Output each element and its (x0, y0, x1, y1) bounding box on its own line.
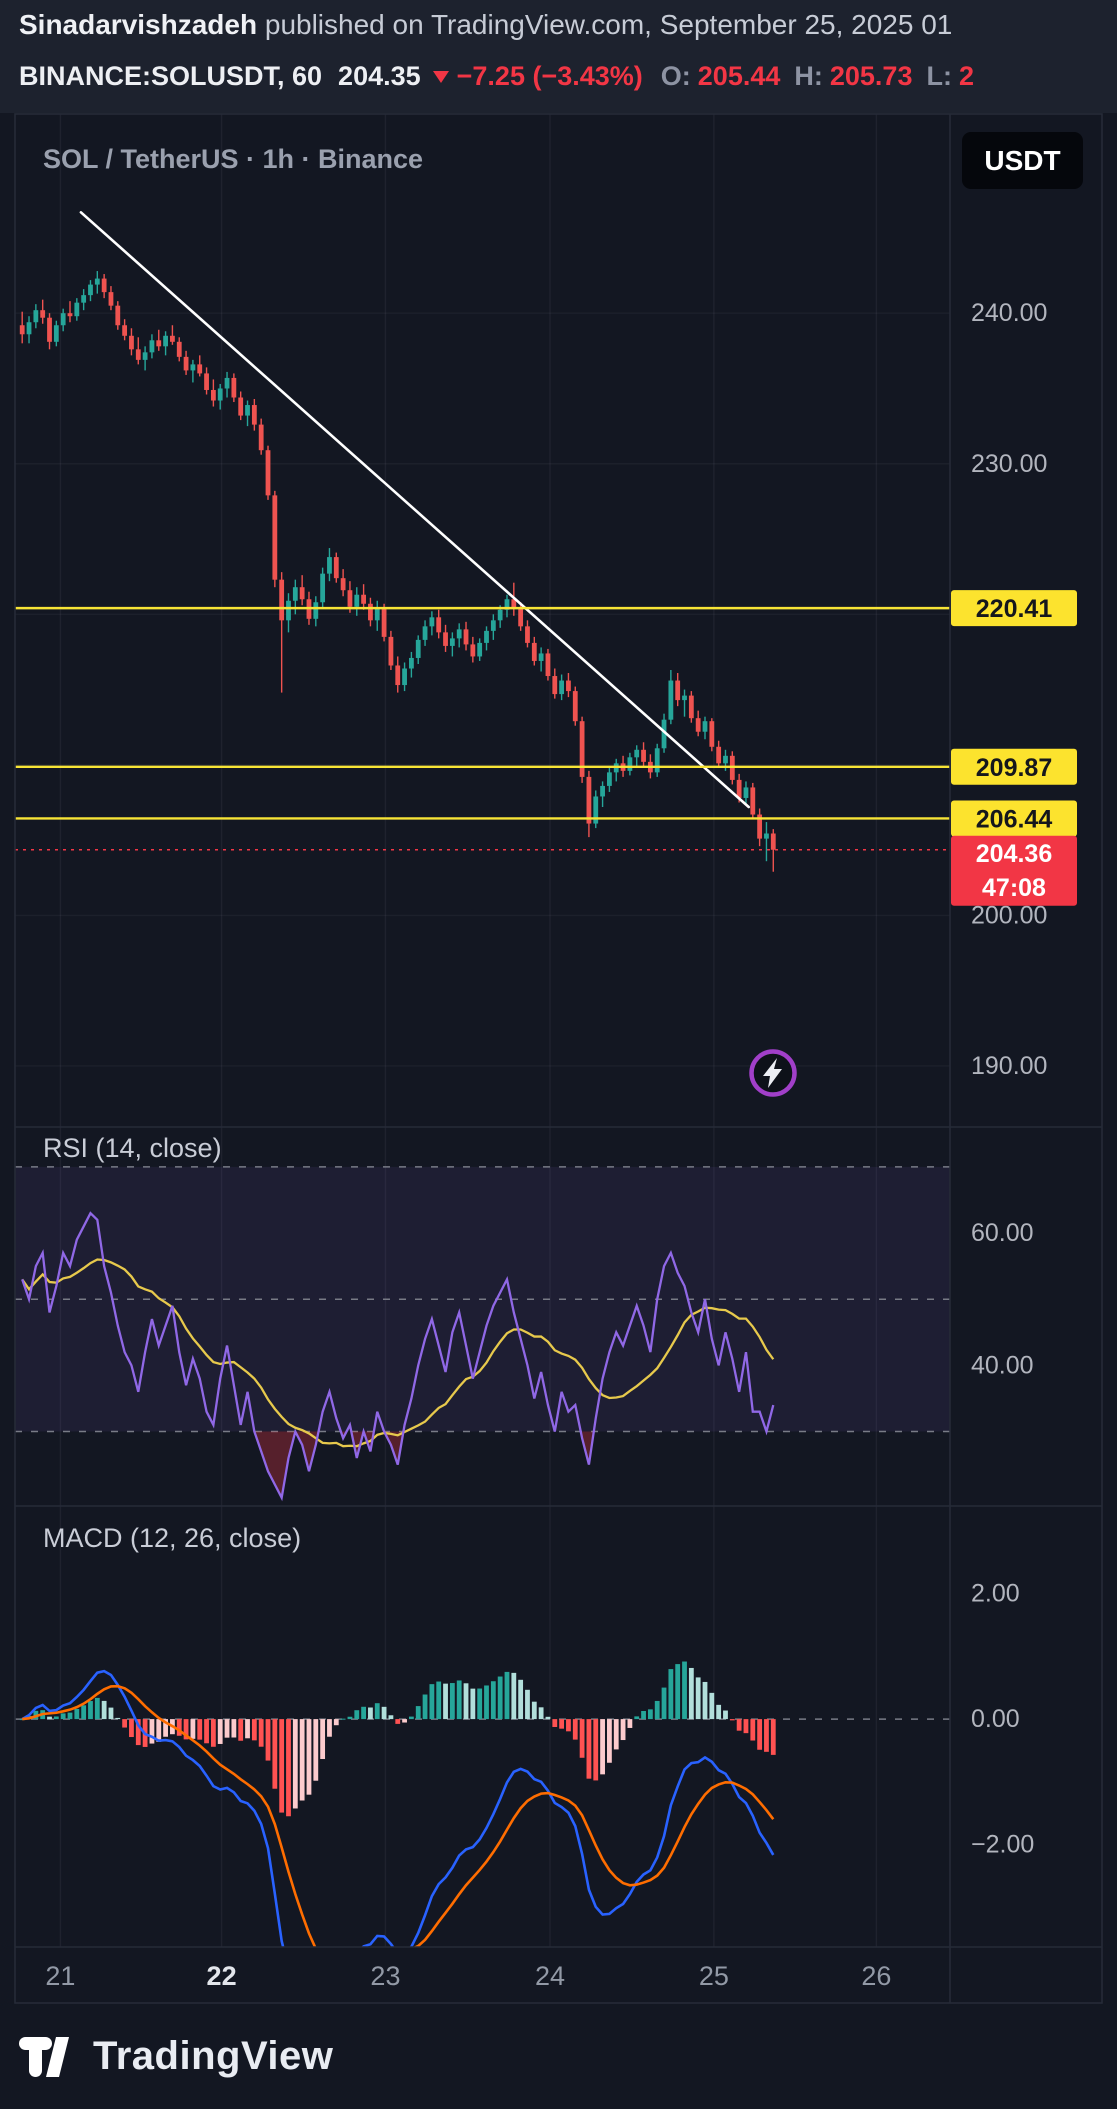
macd-line (21, 1669, 775, 1947)
price-change: −7.25 (−3.43%) (456, 61, 643, 91)
time-axis-label: 22 (207, 1961, 237, 1991)
symbol-title: BINANCE:SOLUSDT, 60 (19, 61, 323, 91)
rsi-pane-title: RSI (14, close) (43, 1133, 222, 1163)
level-price-label (951, 748, 1077, 785)
svg-text:206.44: 206.44 (976, 805, 1053, 833)
high-value: 205.73 (829, 61, 913, 91)
level-price-label (951, 590, 1077, 627)
snapshot-header: Sinadarvishzadeh published on TradingVie… (0, 0, 1117, 113)
lightning-bolt-icon[interactable] (746, 1046, 800, 1100)
trendline (79, 211, 750, 809)
grid (15, 114, 950, 1947)
triangle-down-icon (432, 71, 449, 83)
brand-wordmark[interactable]: TradingView (93, 2034, 334, 2078)
macd-axis-label: −2.00 (971, 1831, 1034, 1859)
last-price-label (951, 835, 1077, 906)
rsi-line (21, 1211, 775, 1502)
macd-signal-line (22, 1684, 775, 1947)
svg-text:209.87: 209.87 (976, 754, 1052, 782)
price-axis-label: 190.00 (971, 1052, 1047, 1080)
tradingview-logo[interactable] (19, 2034, 77, 2080)
time-axis-label: 24 (535, 1961, 565, 1991)
footer: TradingView (0, 2004, 1117, 2109)
svg-text:204.36: 204.36 (976, 840, 1052, 868)
publish-line: Sinadarvishzadeh published on TradingVie… (19, 9, 1117, 41)
currency-toggle-button[interactable]: USDT (962, 132, 1083, 189)
time-axis-label: 23 (370, 1961, 400, 1991)
last-price-value: 204.35 (338, 61, 421, 91)
low-label: L: (926, 61, 952, 91)
level-price-label (951, 800, 1077, 837)
rsi-plot (15, 1166, 950, 1502)
open-value: 205.44 (697, 61, 781, 91)
macd-pane-title: MACD (12, 26, close) (43, 1523, 302, 1553)
time-axis-label: 25 (699, 1961, 729, 1991)
svg-text:220.41: 220.41 (976, 595, 1053, 623)
price-axis-label: 200.00 (971, 901, 1047, 929)
price-axis-label: 230.00 (971, 450, 1047, 478)
symbol-status-line: BINANCE:SOLUSDT, 60 204.35 −7.25 (−3.43%) O… (19, 61, 1117, 92)
price-axis-label: 240.00 (971, 299, 1047, 327)
rsi-ma-line (21, 1258, 775, 1448)
high-label: H: (794, 61, 823, 91)
svg-text:47:08: 47:08 (982, 874, 1046, 902)
macd-axis-label: 0.00 (971, 1705, 1020, 1733)
time-axis-label: 21 (45, 1961, 75, 1991)
macd-axis-label: 2.00 (971, 1580, 1020, 1608)
macd-plot (15, 1661, 950, 1947)
open-label: O: (660, 61, 691, 91)
low-value: 2 (958, 61, 974, 91)
rsi-axis-label: 60.00 (971, 1219, 1034, 1247)
candlesticks (19, 211, 776, 872)
rsi-oversold-fill (254, 1431, 594, 1498)
rsi-axis-label: 40.00 (971, 1351, 1034, 1379)
author-name: Sinadarvishzadeh (19, 9, 258, 40)
price-pane-title: SOL / TetherUS · 1h · Binance (43, 144, 424, 174)
time-axis-label: 26 (861, 1961, 891, 1991)
publish-info: published on TradingView.com, September … (257, 9, 953, 40)
